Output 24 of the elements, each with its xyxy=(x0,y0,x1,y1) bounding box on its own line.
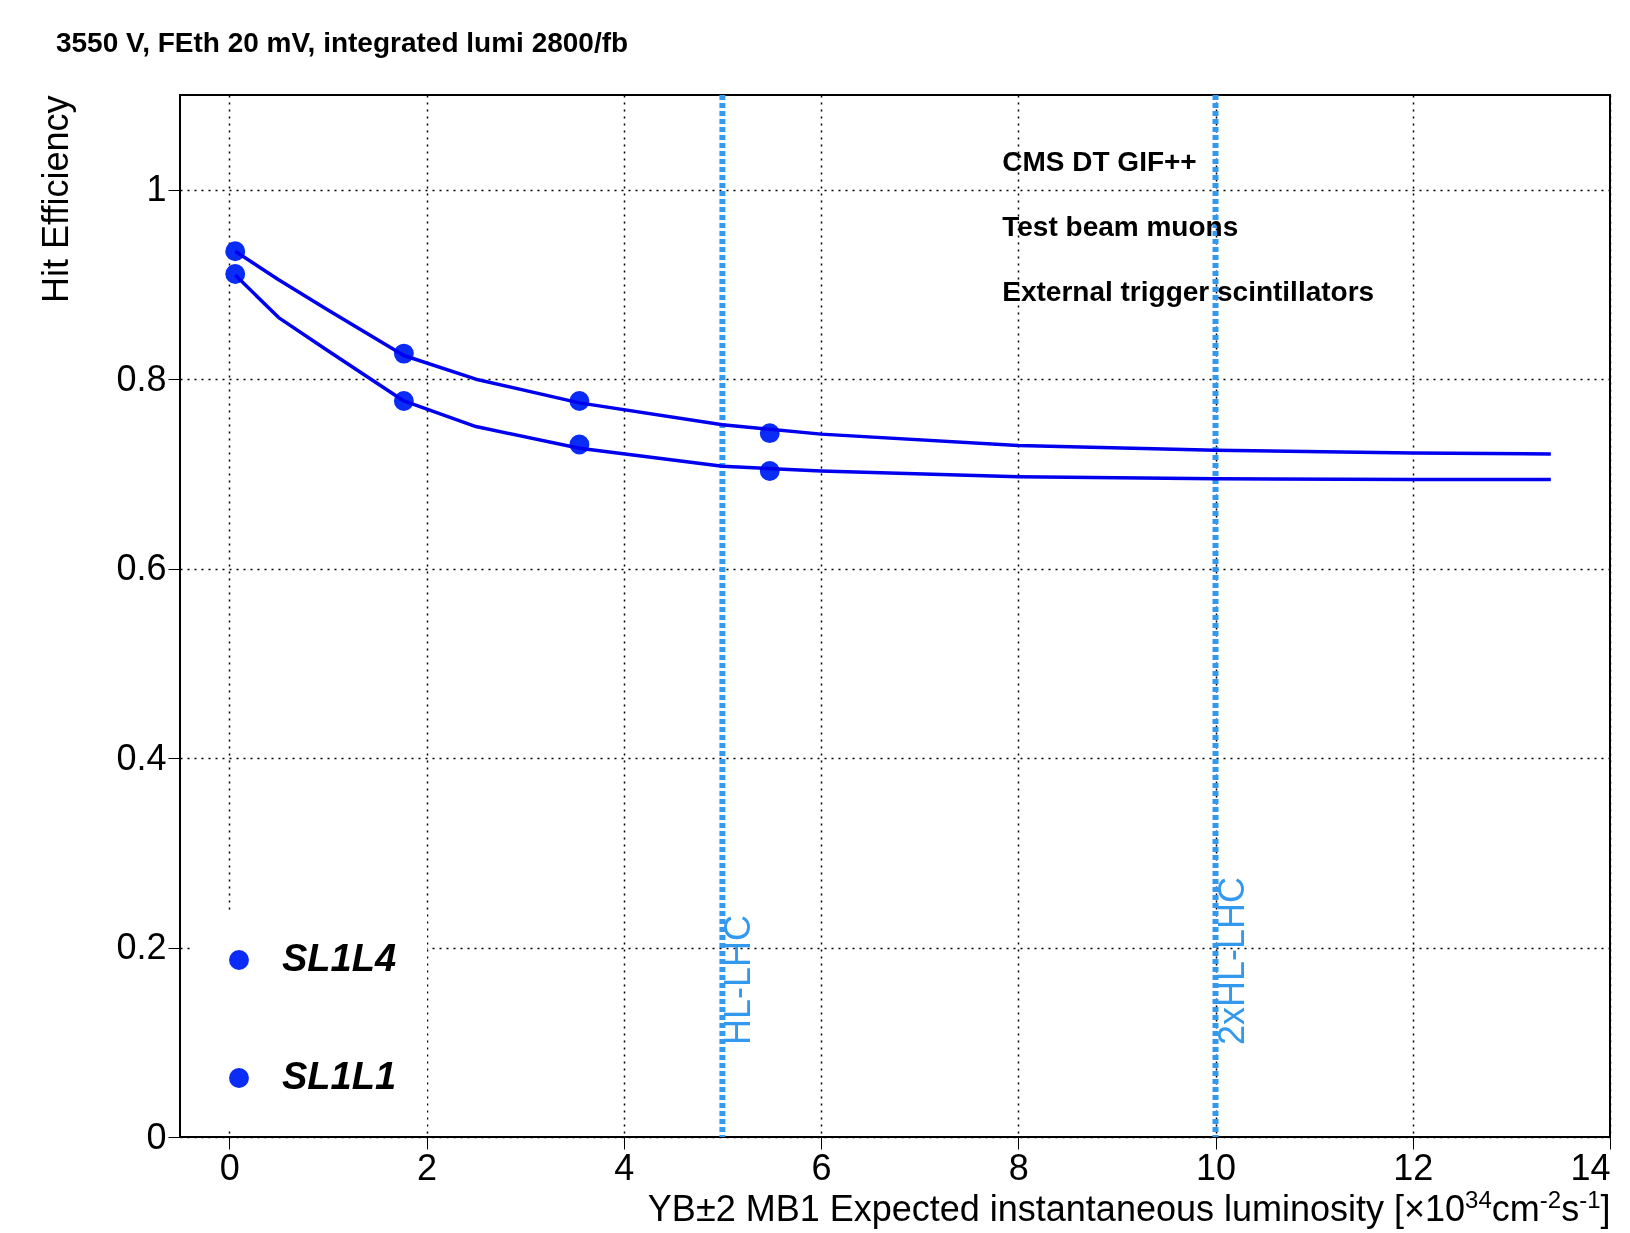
y-tick-label: 0 xyxy=(146,1115,167,1157)
x-tick-label: 10 xyxy=(1195,1146,1237,1188)
legend-label: SL1L4 xyxy=(282,937,397,979)
legend-label: SL1L1 xyxy=(282,1055,397,1097)
annotation: Test beam muons xyxy=(1002,211,1239,242)
y-tick-label: 0.4 xyxy=(116,736,167,778)
y-axis-title: Hit Efficiency xyxy=(35,95,77,303)
chart-title: 3550 V, FEth 20 mV, integrated lumi 2800/fb xyxy=(55,27,629,58)
x-tick-label: 12 xyxy=(1393,1146,1434,1188)
x-tick-label: 6 xyxy=(811,1146,832,1188)
ref-line-label: 2xHL-LHC xyxy=(1210,876,1252,1045)
x-tick-label: 0 xyxy=(219,1146,240,1188)
y-tick-label: 0.2 xyxy=(116,926,167,968)
annotation: External trigger scintillators xyxy=(1002,276,1375,307)
y-tick-label: 1 xyxy=(146,168,167,210)
annotation: CMS DT GIF++ xyxy=(1002,146,1197,177)
ref-line-label: HL-LHC xyxy=(717,914,759,1045)
x-tick-label: 2 xyxy=(417,1146,438,1188)
x-tick-label: 14 xyxy=(1570,1146,1611,1188)
y-tick-label: 0.8 xyxy=(116,357,167,399)
x-tick-label: 8 xyxy=(1008,1146,1029,1188)
x-tick-label: 4 xyxy=(614,1146,635,1188)
y-tick-label: 0.6 xyxy=(116,547,167,589)
x-axis-title: YB±2 MB1 Expected instantaneous luminosity [×10$^{34}$cm$^{-2}$s$^{-1}$] xyxy=(647,1185,1611,1229)
